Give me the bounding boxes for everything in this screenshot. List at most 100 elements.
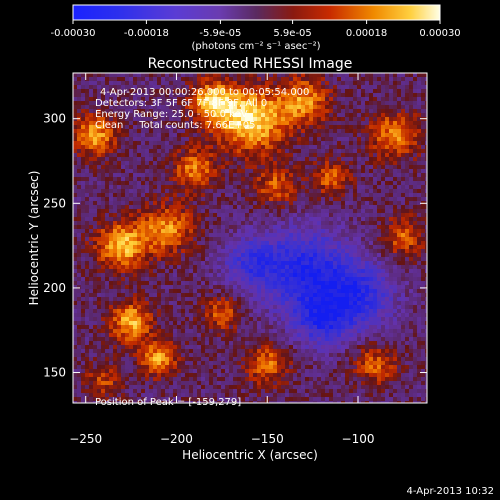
heatmap-cell — [93, 161, 98, 166]
heatmap-cell — [113, 357, 118, 362]
heatmap-cell — [153, 333, 158, 338]
heatmap-cell — [197, 297, 202, 302]
heatmap-cell — [301, 245, 306, 250]
heatmap-cell — [169, 181, 174, 186]
heatmap-cell — [225, 133, 230, 138]
heatmap-cell — [277, 289, 282, 294]
heatmap-cell — [301, 89, 306, 94]
heatmap-cell — [157, 277, 162, 282]
heatmap-cell — [137, 233, 142, 238]
heatmap-cell — [197, 77, 202, 82]
heatmap-cell — [141, 97, 146, 102]
heatmap-cell — [85, 325, 90, 330]
heatmap-cell — [133, 113, 138, 118]
heatmap-cell — [185, 321, 190, 326]
heatmap-cell — [241, 277, 246, 282]
heatmap-cell — [97, 397, 102, 402]
heatmap-cell — [137, 85, 142, 90]
heatmap-cell — [261, 377, 266, 382]
heatmap-cell — [193, 109, 198, 114]
heatmap-cell — [101, 105, 106, 110]
heatmap-cell — [133, 125, 138, 130]
heatmap-cell — [133, 229, 138, 234]
heatmap-cell — [93, 277, 98, 282]
heatmap-cell — [173, 341, 178, 346]
heatmap-cell — [245, 245, 250, 250]
heatmap-cell — [133, 389, 138, 394]
heatmap-cell — [165, 329, 170, 334]
heatmap-cell — [85, 121, 90, 126]
heatmap-cell — [273, 273, 278, 278]
heatmap-cell — [149, 137, 154, 142]
heatmap-cell — [213, 73, 218, 78]
heatmap-cell — [201, 153, 206, 158]
heatmap-cell — [225, 145, 230, 150]
heatmap-cell — [241, 93, 246, 98]
heatmap-cell — [309, 233, 314, 238]
heatmap-cell — [237, 185, 242, 190]
heatmap-cell — [273, 109, 278, 114]
heatmap-cell — [309, 361, 314, 366]
heatmap-cell — [189, 133, 194, 138]
heatmap-cell — [85, 117, 90, 122]
heatmap-cell — [133, 325, 138, 330]
heatmap-cell — [241, 221, 246, 226]
heatmap-cell — [293, 153, 298, 158]
heatmap-cell — [181, 129, 186, 134]
heatmap-cell — [289, 369, 294, 374]
heatmap-cell — [237, 85, 242, 90]
heatmap-cell — [309, 201, 314, 206]
heatmap-cell — [197, 93, 202, 98]
heatmap-cell — [193, 153, 198, 158]
heatmap-cell — [81, 173, 86, 178]
heatmap-cell — [301, 345, 306, 350]
heatmap-cell — [253, 97, 258, 102]
heatmap-cell — [129, 373, 134, 378]
heatmap-cell — [273, 309, 278, 314]
heatmap-cell — [121, 153, 126, 158]
heatmap-cell — [261, 81, 266, 86]
heatmap-cell — [113, 149, 118, 154]
heatmap-cell — [297, 297, 302, 302]
heatmap-cell — [97, 301, 102, 306]
heatmap-cell — [201, 101, 206, 106]
heatmap-cell — [157, 101, 162, 106]
heatmap-cell — [301, 201, 306, 206]
heatmap-cell — [293, 101, 298, 106]
heatmap-cell — [245, 177, 250, 182]
heatmap-cell — [125, 221, 130, 226]
heatmap-cell — [253, 373, 258, 378]
heatmap-cell — [89, 197, 94, 202]
heatmap-cell — [217, 209, 222, 214]
heatmap-cell — [269, 245, 274, 250]
heatmap-cell — [265, 261, 270, 266]
heatmap-cell — [245, 81, 250, 86]
heatmap-cell — [265, 89, 270, 94]
heatmap-cell — [77, 173, 82, 178]
heatmap-cell — [181, 373, 186, 378]
heatmap-cell — [73, 177, 78, 182]
heatmap-cell — [81, 297, 86, 302]
heatmap-cell — [77, 249, 82, 254]
heatmap-cell — [73, 165, 78, 170]
heatmap-cell — [293, 349, 298, 354]
heatmap-cell — [309, 329, 314, 334]
heatmap-cell — [181, 345, 186, 350]
heatmap-cell — [93, 89, 98, 94]
heatmap-cell — [209, 137, 214, 142]
heatmap-cell — [97, 101, 102, 106]
heatmap-cell — [81, 77, 86, 82]
heatmap-cell — [293, 233, 298, 238]
heatmap-cell — [249, 101, 254, 106]
heatmap-cell — [281, 345, 286, 350]
heatmap-cell — [141, 345, 146, 350]
heatmap-cell — [121, 189, 126, 194]
heatmap-cell — [297, 85, 302, 90]
heatmap-cell — [165, 233, 170, 238]
heatmap-cell — [137, 133, 142, 138]
heatmap-cell — [201, 201, 206, 206]
heatmap-cell — [281, 373, 286, 378]
heatmap-cell — [221, 217, 226, 222]
heatmap-cell — [205, 197, 210, 202]
heatmap-cell — [73, 153, 78, 158]
